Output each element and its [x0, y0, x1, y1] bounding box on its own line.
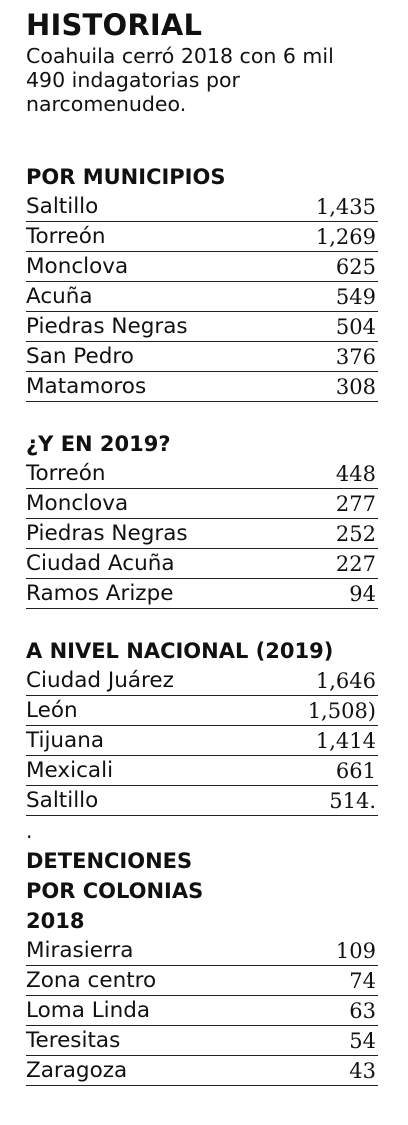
section-detenciones-por-colonias: DETENCIONES POR COLONIAS 2018 Mirasierra…: [26, 846, 378, 1086]
row-value: 252: [335, 522, 376, 546]
data-list: Ciudad Juárez 1,646 León 1,508) Tijuana 1,4…: [26, 666, 378, 816]
row-value: 504: [335, 315, 376, 339]
list-item: Saltillo 1,435: [26, 192, 378, 222]
row-value: 1,269: [315, 225, 376, 249]
list-item: Monclova 277: [26, 489, 378, 519]
row-value: 94: [349, 582, 376, 606]
intro-text: Coahuila cerró 2018 con 6 mil 490 indaga…: [26, 44, 334, 116]
row-label: Torreón: [26, 461, 106, 486]
row-label: Saltillo: [26, 194, 99, 219]
data-list: Torreón 448 Monclova 277 Piedras Negras 252…: [26, 459, 378, 609]
row-label: Teresitas: [26, 1028, 121, 1053]
section-por-municipios: POR MUNICIPIOS Saltillo 1,435 Torreón 1,26…: [26, 162, 378, 402]
list-item: Torreón 448: [26, 459, 378, 489]
list-item: Matamoros 308: [26, 372, 378, 402]
row-label: Matamoros: [26, 374, 147, 399]
row-label: Mexicali: [26, 758, 114, 783]
row-label: Tijuana: [26, 728, 105, 753]
list-item: Zona centro 74: [26, 966, 378, 996]
section-title: POR MUNICIPIOS: [26, 165, 226, 189]
row-label: Ciudad Acuña: [26, 551, 175, 576]
list-item: León 1,508): [26, 696, 378, 726]
section-title: DETENCIONES POR COLONIAS 2018: [26, 849, 204, 933]
section-title: A NIVEL NACIONAL (2019): [26, 639, 334, 663]
list-item: Torreón 1,269: [26, 222, 378, 252]
row-value: 54: [349, 1029, 376, 1053]
page-title: HISTORIAL: [26, 8, 203, 42]
row-value: 1,414: [315, 729, 376, 753]
section-title: ¿Y EN 2019?: [26, 432, 171, 456]
row-label: León: [26, 698, 78, 723]
row-value: 1,435: [315, 195, 376, 219]
row-value: 549: [335, 285, 376, 309]
row-value: 277: [335, 492, 376, 516]
list-item: Acuña 549: [26, 282, 378, 312]
row-label: Ramos Arizpe: [26, 581, 174, 606]
list-item: Mexicali 661: [26, 756, 378, 786]
row-value: 514.: [329, 789, 376, 813]
list-item: Mirasierra 109: [26, 936, 378, 966]
row-label: Mirasierra: [26, 938, 134, 963]
row-value: 227: [335, 552, 376, 576]
row-value: 308: [335, 375, 376, 399]
section-y-en-2019: ¿Y EN 2019? Torreón 448 Monclova 277 Piedr…: [26, 429, 378, 609]
list-item: Ramos Arizpe 94: [26, 579, 378, 609]
row-label: San Pedro: [26, 344, 134, 369]
row-value: 43: [349, 1059, 376, 1083]
row-value: 661: [335, 759, 376, 783]
list-item: Saltillo 514.: [26, 786, 378, 816]
list-item: Tijuana 1,414: [26, 726, 378, 756]
row-value: 109: [335, 939, 376, 963]
row-label: Ciudad Juárez: [26, 668, 174, 693]
list-item: Ciudad Acuña 227: [26, 549, 378, 579]
row-label: Torreón: [26, 224, 106, 249]
row-value: 448: [335, 462, 376, 486]
data-list: Saltillo 1,435 Torreón 1,269 Monclova 625 A…: [26, 192, 378, 402]
row-label: Acuña: [26, 284, 93, 309]
list-item: Teresitas 54: [26, 1026, 378, 1056]
row-label: Monclova: [26, 254, 129, 279]
list-item: Monclova 625: [26, 252, 378, 282]
row-value: 1,508): [307, 699, 376, 723]
separator-dot: .: [26, 819, 33, 843]
row-label: Piedras Negras: [26, 521, 188, 546]
row-label: Zona centro: [26, 968, 157, 993]
list-item: Loma Linda 63: [26, 996, 378, 1026]
row-label: Zaragoza: [26, 1058, 128, 1083]
list-item: Ciudad Juárez 1,646: [26, 666, 378, 696]
list-item: San Pedro 376: [26, 342, 378, 372]
row-value: 376: [335, 345, 376, 369]
row-label: Monclova: [26, 491, 129, 516]
row-value: 63: [349, 999, 376, 1023]
historial-infographic: HISTORIAL Coahuila cerró 2018 con 6 mil …: [26, 8, 378, 1086]
list-item: Zaragoza 43: [26, 1056, 378, 1086]
row-label: Piedras Negras: [26, 314, 188, 339]
row-value: 74: [349, 969, 376, 993]
data-list: Mirasierra 109 Zona centro 74 Loma Linda 63…: [26, 936, 378, 1086]
row-label: Saltillo: [26, 788, 99, 813]
row-value: 1,646: [315, 669, 376, 693]
row-label: Loma Linda: [26, 998, 151, 1023]
list-item: Piedras Negras 252: [26, 519, 378, 549]
row-value: 625: [335, 255, 376, 279]
section-a-nivel-nacional: A NIVEL NACIONAL (2019) Ciudad Juárez 1,6…: [26, 636, 378, 816]
list-item: Piedras Negras 504: [26, 312, 378, 342]
